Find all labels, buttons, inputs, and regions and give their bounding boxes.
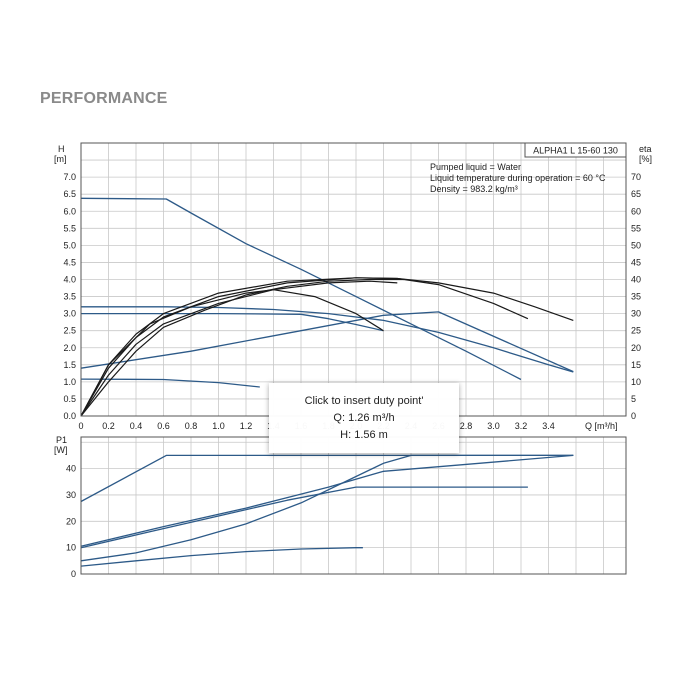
tooltip-flow-value: Q: 1.26 m³/h bbox=[333, 411, 395, 424]
head-series-2 bbox=[81, 306, 574, 373]
power-series-4 bbox=[80, 454, 574, 562]
y2-axis-unit: [%] bbox=[639, 154, 652, 164]
y2-tick-label: 10 bbox=[631, 377, 641, 387]
y2-tick-label: 30 bbox=[631, 309, 641, 319]
pump-model-label: ALPHA1 L 15-60 130 bbox=[533, 146, 618, 156]
x-tick-label: 0.8 bbox=[185, 421, 198, 431]
y2-tick-label: 65 bbox=[631, 189, 641, 199]
power-series-5 bbox=[80, 547, 363, 567]
p1-tick-label: 10 bbox=[66, 543, 76, 553]
head-series-5 bbox=[80, 311, 574, 373]
x-tick-label: 0 bbox=[78, 421, 83, 431]
x-tick-label: 0.4 bbox=[130, 421, 143, 431]
x-axis-title: Q [m³/h] bbox=[585, 421, 618, 431]
y-tick-label: 6.0 bbox=[63, 206, 76, 216]
y-tick-label: 2.0 bbox=[63, 343, 76, 353]
y-tick-label: 3.0 bbox=[63, 309, 76, 319]
y-tick-label: 5.0 bbox=[63, 240, 76, 250]
liquid-note: Pumped liquid = Water bbox=[430, 162, 521, 172]
y-axis-unit: [m] bbox=[54, 154, 67, 164]
head-series-7 bbox=[80, 277, 529, 417]
y-tick-label: 5.5 bbox=[63, 223, 76, 233]
y2-tick-label: 5 bbox=[631, 394, 636, 404]
y-tick-label: 7.0 bbox=[63, 172, 76, 182]
y2-tick-label: 35 bbox=[631, 292, 641, 302]
head-series-10 bbox=[80, 278, 405, 417]
y-tick-label: 1.0 bbox=[63, 377, 76, 387]
y-tick-label: 1.5 bbox=[63, 360, 76, 370]
y-tick-label: 0.5 bbox=[63, 394, 76, 404]
y-tick-label: 4.5 bbox=[63, 257, 76, 267]
power-chart-grid bbox=[81, 437, 626, 574]
head-series-3 bbox=[81, 312, 384, 332]
y2-tick-label: 15 bbox=[631, 360, 641, 370]
y2-tick-label: 0 bbox=[631, 411, 636, 421]
x-tick-label: 3.0 bbox=[487, 421, 500, 431]
p1-tick-label: 0 bbox=[71, 569, 76, 579]
y2-tick-label: 55 bbox=[631, 223, 641, 233]
liquid-note: Density = 983.2 kg/m³ bbox=[430, 184, 518, 194]
y2-axis-title: eta bbox=[639, 144, 652, 154]
y-tick-label: 4.0 bbox=[63, 275, 76, 285]
y2-tick-label: 20 bbox=[631, 343, 641, 353]
liquid-note: Liquid temperature during operation = 60… bbox=[430, 173, 606, 183]
y2-tick-label: 45 bbox=[631, 257, 641, 267]
p1-axis-unit: [W] bbox=[54, 445, 68, 455]
y-tick-label: 6.5 bbox=[63, 189, 76, 199]
p1-axis-title: P1 bbox=[56, 435, 67, 445]
pump-model-box bbox=[524, 142, 627, 158]
p1-tick-label: 40 bbox=[66, 464, 76, 474]
x-tick-label: 3.4 bbox=[542, 421, 555, 431]
y-tick-label: 2.5 bbox=[63, 326, 76, 336]
y2-tick-label: 50 bbox=[631, 240, 641, 250]
head-series-9 bbox=[80, 289, 384, 417]
duty-point-tooltip[interactable]: Click to insert duty point' Q: 1.26 m³/h… bbox=[269, 383, 459, 453]
x-tick-label: 3.2 bbox=[515, 421, 528, 431]
y-tick-label: 0.0 bbox=[63, 411, 76, 421]
x-tick-label: 0.6 bbox=[157, 421, 170, 431]
y2-tick-label: 25 bbox=[631, 326, 641, 336]
p1-tick-label: 20 bbox=[66, 516, 76, 526]
power-series-2 bbox=[80, 454, 574, 547]
tooltip-head-value: H: 1.56 m bbox=[340, 428, 388, 441]
head-series-8 bbox=[80, 280, 398, 417]
head-chart-grid bbox=[81, 143, 626, 416]
x-tick-label: 0.2 bbox=[102, 421, 115, 431]
y2-tick-label: 70 bbox=[631, 172, 641, 182]
y2-tick-label: 40 bbox=[631, 275, 641, 285]
y-tick-label: 3.5 bbox=[63, 292, 76, 302]
y-axis-title: H bbox=[58, 144, 65, 154]
page-title: PERFORMANCE bbox=[40, 90, 168, 107]
head-chart-series bbox=[80, 197, 574, 417]
tooltip-instruction: Click to insert duty point' bbox=[304, 394, 424, 407]
power-chart-series bbox=[80, 454, 574, 567]
x-tick-label: 1.0 bbox=[212, 421, 225, 431]
head-series-4 bbox=[80, 378, 260, 388]
x-tick-label: 1.2 bbox=[240, 421, 253, 431]
y2-tick-label: 60 bbox=[631, 206, 641, 216]
power-series-3 bbox=[80, 486, 528, 549]
x-tick-label: 2.8 bbox=[460, 421, 473, 431]
chart-labels: 0.0 0.5 1.0 1.5 2.0 2.5 3.0 3.5 4.0 4.5 5.0 5.5 6.0 6… bbox=[54, 142, 652, 579]
head-series-1 bbox=[80, 197, 522, 381]
p1-tick-label: 30 bbox=[66, 490, 76, 500]
